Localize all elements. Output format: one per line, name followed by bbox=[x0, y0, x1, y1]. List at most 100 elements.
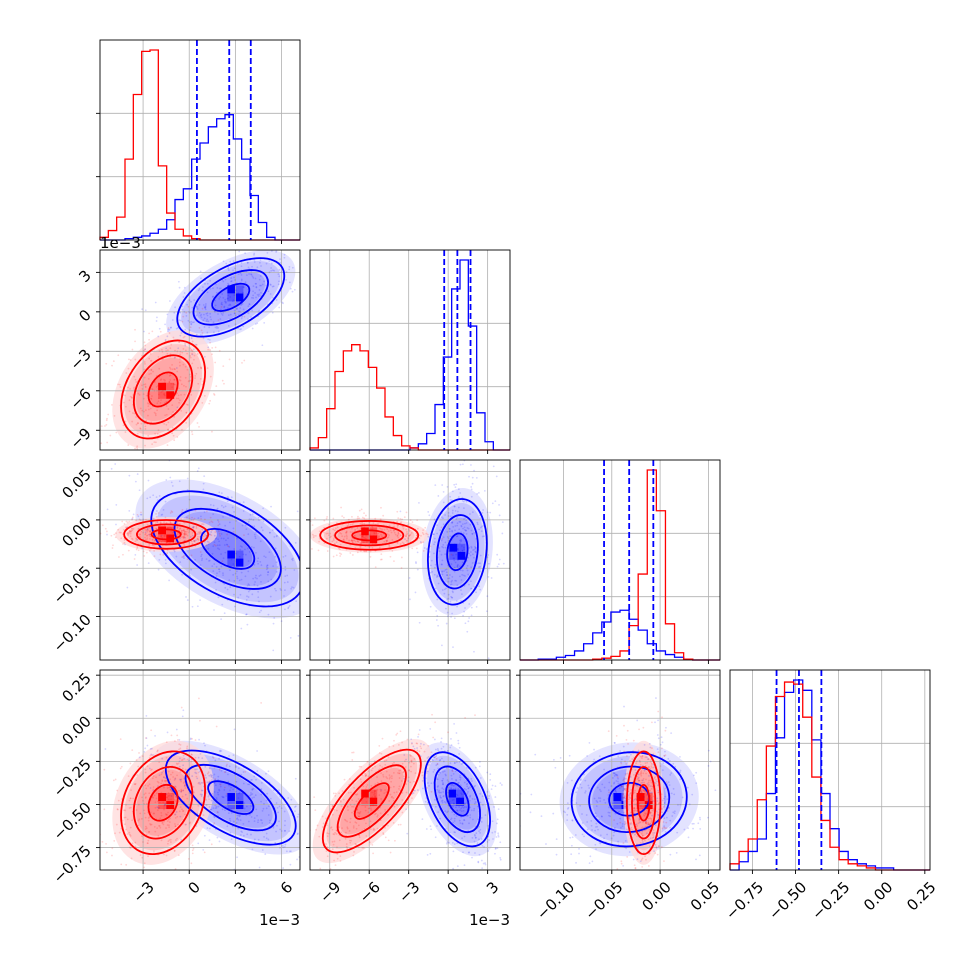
scatter-point bbox=[181, 428, 183, 431]
density-p0-p1 bbox=[112, 250, 296, 449]
scatter-point bbox=[421, 787, 424, 790]
scatter-point bbox=[459, 809, 461, 812]
scatter-point bbox=[137, 392, 140, 395]
scatter-point bbox=[198, 327, 201, 329]
scatter-point bbox=[284, 829, 286, 832]
scatter-point bbox=[240, 304, 243, 307]
scatter-point bbox=[278, 820, 280, 823]
scatter-point bbox=[217, 313, 219, 315]
scatter-point bbox=[173, 378, 176, 381]
scatter-point bbox=[654, 770, 657, 772]
scatter-point bbox=[179, 379, 182, 382]
scatter-point bbox=[146, 842, 149, 845]
scatter-point bbox=[183, 557, 185, 560]
scatter-point bbox=[173, 383, 175, 386]
scatter-point bbox=[446, 611, 449, 614]
scatter-point bbox=[497, 832, 500, 835]
scatter-point bbox=[252, 294, 255, 297]
scatter-point bbox=[232, 288, 235, 290]
scatter-point bbox=[606, 833, 609, 836]
scatter-point bbox=[122, 424, 125, 427]
scatter-point bbox=[436, 788, 438, 791]
scatter-point bbox=[225, 793, 228, 795]
scatter-point bbox=[447, 841, 450, 844]
scatter-point bbox=[193, 791, 195, 794]
scatter-point bbox=[147, 479, 150, 482]
scatter-point bbox=[349, 841, 352, 844]
scatter-point bbox=[463, 526, 466, 529]
scatter-point bbox=[213, 816, 216, 819]
scatter-point bbox=[433, 537, 436, 540]
scatter-point bbox=[441, 537, 444, 540]
scatter-point bbox=[212, 295, 215, 298]
scatter-point bbox=[182, 789, 185, 792]
scatter-point bbox=[376, 814, 379, 817]
scatter-point bbox=[363, 527, 366, 530]
scatter-point bbox=[239, 548, 242, 551]
mode-cell-blue bbox=[227, 285, 236, 294]
scatter-point bbox=[376, 788, 379, 791]
scatter-point bbox=[334, 792, 337, 795]
scatter-point bbox=[442, 795, 445, 798]
scatter-point bbox=[136, 774, 139, 776]
scatter-point bbox=[462, 532, 465, 535]
scatter-point bbox=[134, 841, 137, 844]
scatter-point bbox=[322, 822, 325, 825]
scatter-point bbox=[425, 548, 428, 550]
scatter-point bbox=[657, 814, 660, 817]
scatter-point bbox=[152, 517, 155, 520]
scatter-point bbox=[188, 517, 191, 520]
scatter-point bbox=[438, 546, 441, 549]
scatter-point bbox=[210, 843, 213, 846]
scatter-point bbox=[143, 812, 146, 815]
scatter-point bbox=[463, 819, 465, 821]
scatter-point bbox=[482, 509, 485, 511]
scatter-point bbox=[167, 791, 170, 794]
scatter-point bbox=[123, 523, 126, 525]
scatter-point bbox=[194, 377, 196, 380]
scatter-point bbox=[242, 553, 245, 556]
scatter-point bbox=[180, 409, 183, 412]
scatter-point bbox=[196, 812, 199, 815]
scatter-point bbox=[168, 535, 171, 537]
scatter-point bbox=[480, 820, 483, 823]
scatter-point bbox=[641, 830, 644, 833]
scatter-point bbox=[368, 807, 371, 810]
scatter-point bbox=[452, 798, 455, 801]
scatter-point bbox=[659, 765, 662, 768]
scatter-point bbox=[106, 441, 109, 444]
scatter-point bbox=[345, 534, 348, 537]
scatter-point bbox=[444, 514, 446, 516]
scatter-point bbox=[150, 368, 153, 371]
scatter-point bbox=[566, 813, 569, 816]
scatter-point bbox=[171, 404, 174, 407]
scatter-point bbox=[378, 752, 381, 754]
scatter-point bbox=[384, 827, 386, 829]
scatter-point bbox=[189, 321, 191, 324]
mode-cell-blue bbox=[449, 551, 458, 560]
scatter-point bbox=[445, 842, 448, 845]
scatter-point bbox=[554, 766, 557, 769]
scatter-point bbox=[253, 261, 256, 263]
scatter-point bbox=[236, 817, 239, 820]
scatter-point bbox=[691, 822, 694, 825]
scatter-point bbox=[259, 261, 261, 264]
scatter-point bbox=[656, 853, 659, 856]
scatter-point bbox=[248, 584, 251, 587]
scatter-point bbox=[339, 800, 342, 803]
scatter-point bbox=[191, 321, 194, 324]
scatter-point bbox=[141, 796, 143, 799]
scatter-point bbox=[453, 559, 456, 562]
scatter-point bbox=[391, 763, 394, 766]
scatter-point bbox=[167, 327, 170, 329]
scatter-point bbox=[421, 818, 424, 821]
scatter-point bbox=[117, 528, 120, 531]
scatter-point bbox=[132, 513, 135, 516]
scatter-point bbox=[302, 267, 304, 269]
scatter-point bbox=[374, 783, 377, 786]
scatter-point bbox=[373, 532, 376, 534]
scatter-point bbox=[241, 302, 244, 305]
scatter-point bbox=[215, 291, 218, 294]
scatter-point bbox=[374, 542, 377, 545]
